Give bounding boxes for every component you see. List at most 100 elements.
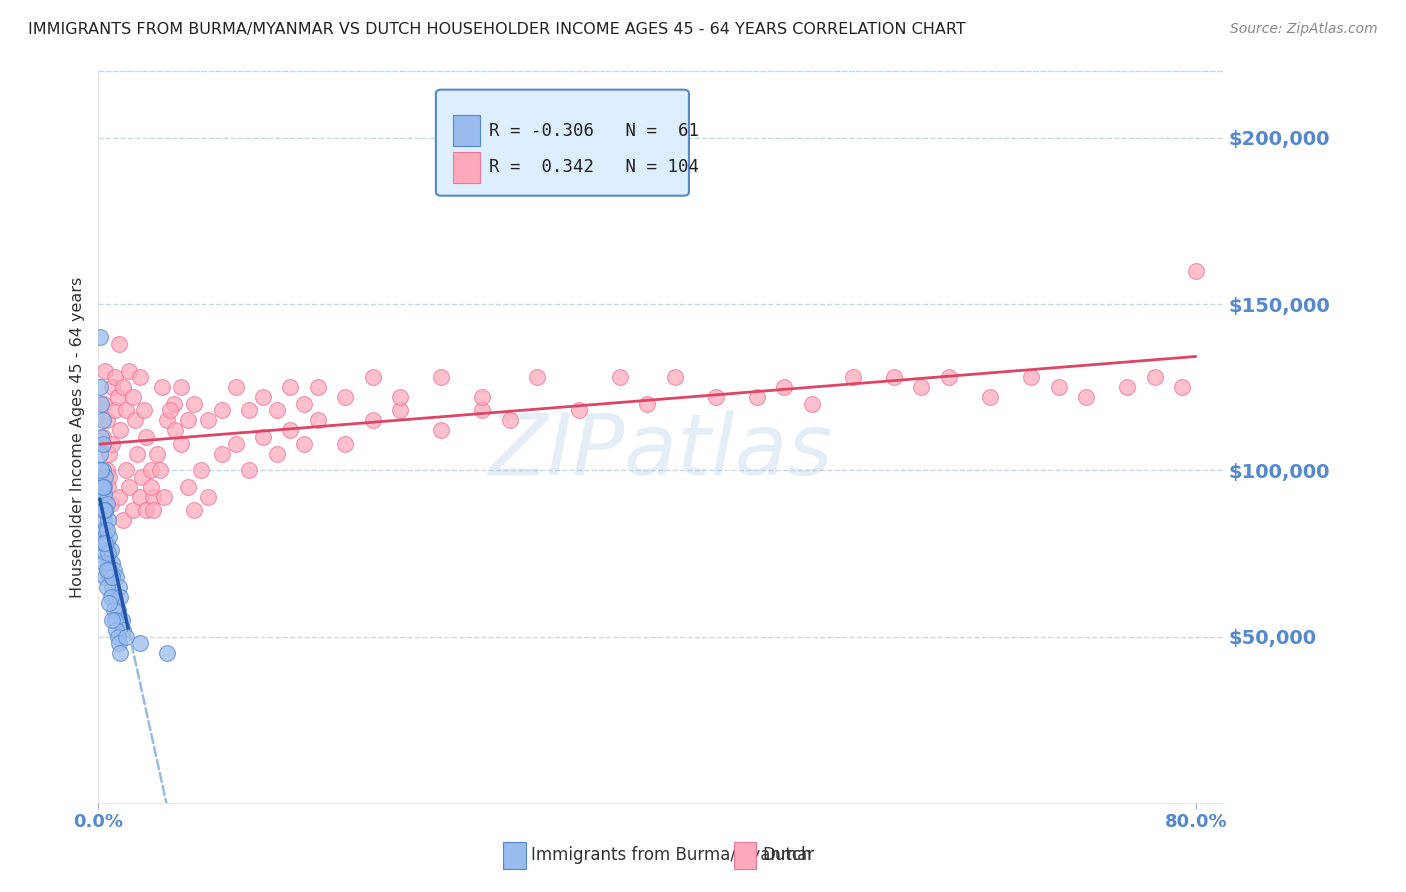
Point bbox=[94, 570, 117, 584]
Point bbox=[153, 490, 176, 504]
Point bbox=[108, 490, 131, 504]
Point bbox=[135, 430, 157, 444]
Point bbox=[117, 363, 139, 377]
Point bbox=[165, 424, 187, 438]
Point bbox=[89, 330, 111, 344]
Point bbox=[93, 480, 115, 494]
Point bbox=[636, 397, 658, 411]
Point bbox=[1074, 390, 1097, 404]
Point bbox=[93, 513, 115, 527]
Point bbox=[883, 370, 905, 384]
Point bbox=[97, 480, 120, 494]
Point bbox=[361, 413, 384, 427]
Point bbox=[121, 390, 143, 404]
Point bbox=[91, 413, 114, 427]
Text: Source: ZipAtlas.com: Source: ZipAtlas.com bbox=[1230, 22, 1378, 37]
Point bbox=[197, 490, 219, 504]
Point bbox=[105, 623, 128, 637]
Text: ZIP​atlas: ZIP​atlas bbox=[489, 410, 832, 493]
Point bbox=[128, 636, 150, 650]
Point bbox=[115, 463, 138, 477]
Point bbox=[121, 503, 143, 517]
Point bbox=[280, 424, 302, 438]
Y-axis label: Householder Income Ages 45 - 64 years: Householder Income Ages 45 - 64 years bbox=[70, 277, 86, 598]
Point bbox=[139, 463, 162, 477]
Point bbox=[110, 590, 132, 604]
Point bbox=[292, 397, 315, 411]
Point bbox=[100, 497, 122, 511]
Point bbox=[98, 570, 121, 584]
Point bbox=[252, 390, 274, 404]
Point bbox=[156, 413, 179, 427]
Point bbox=[389, 390, 412, 404]
Point bbox=[104, 370, 127, 384]
Point bbox=[96, 580, 118, 594]
Point bbox=[93, 557, 115, 571]
Point bbox=[664, 370, 686, 384]
Point bbox=[225, 436, 247, 450]
Point bbox=[110, 646, 132, 660]
Point bbox=[266, 403, 288, 417]
Point bbox=[97, 557, 120, 571]
Point bbox=[910, 380, 932, 394]
Point bbox=[100, 590, 122, 604]
Point bbox=[91, 436, 114, 450]
Point bbox=[238, 463, 260, 477]
Point bbox=[471, 403, 494, 417]
Point bbox=[104, 590, 127, 604]
Point bbox=[98, 596, 121, 610]
Bar bbox=[453, 152, 479, 183]
Bar bbox=[734, 842, 756, 869]
Point bbox=[117, 480, 139, 494]
Point bbox=[97, 546, 120, 560]
FancyBboxPatch shape bbox=[436, 90, 689, 195]
Point bbox=[238, 403, 260, 417]
Text: R =  0.342   N = 104: R = 0.342 N = 104 bbox=[489, 159, 699, 177]
Point bbox=[163, 397, 186, 411]
Point bbox=[112, 380, 135, 394]
Bar bbox=[453, 115, 479, 146]
Point bbox=[90, 463, 112, 477]
Point bbox=[108, 580, 131, 594]
Point bbox=[91, 503, 114, 517]
Point bbox=[197, 413, 219, 427]
Point bbox=[101, 570, 124, 584]
Point bbox=[266, 447, 288, 461]
Point bbox=[98, 447, 121, 461]
Point bbox=[1184, 264, 1206, 278]
Point bbox=[139, 480, 162, 494]
Point bbox=[90, 397, 112, 411]
Point bbox=[104, 613, 127, 627]
Point bbox=[1143, 370, 1166, 384]
Point bbox=[132, 403, 155, 417]
Point bbox=[280, 380, 302, 394]
Point bbox=[94, 363, 117, 377]
Point bbox=[938, 370, 960, 384]
Point bbox=[112, 513, 135, 527]
Point bbox=[115, 403, 138, 417]
Point bbox=[96, 463, 118, 477]
Point bbox=[103, 603, 125, 617]
Point bbox=[104, 403, 127, 417]
Point bbox=[567, 403, 589, 417]
Point bbox=[100, 543, 122, 558]
Point bbox=[1047, 380, 1070, 394]
Point bbox=[96, 523, 118, 537]
Point bbox=[146, 447, 169, 461]
Point bbox=[90, 480, 112, 494]
Point bbox=[142, 503, 165, 517]
Point bbox=[149, 463, 172, 477]
Point bbox=[91, 480, 114, 494]
Point bbox=[292, 436, 315, 450]
Point bbox=[96, 413, 118, 427]
Point bbox=[89, 480, 111, 494]
Point bbox=[108, 636, 131, 650]
Point bbox=[101, 380, 124, 394]
Point bbox=[107, 630, 129, 644]
Point bbox=[96, 536, 118, 550]
Text: R = -0.306   N =  61: R = -0.306 N = 61 bbox=[489, 122, 699, 140]
Point bbox=[176, 480, 198, 494]
Point bbox=[170, 380, 193, 394]
Point bbox=[93, 486, 115, 500]
Point bbox=[107, 603, 129, 617]
